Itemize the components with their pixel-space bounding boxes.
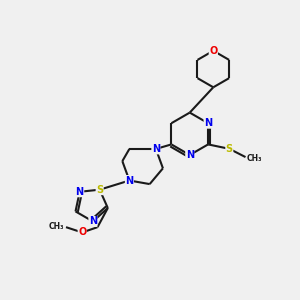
Text: O: O: [78, 227, 86, 238]
Text: CH₃: CH₃: [246, 154, 262, 163]
Text: N: N: [186, 150, 194, 160]
Text: N: N: [152, 144, 160, 154]
Text: O: O: [209, 46, 218, 56]
Text: S: S: [96, 185, 103, 195]
Text: N: N: [125, 176, 134, 185]
Text: S: S: [226, 144, 233, 154]
Text: N: N: [76, 187, 84, 197]
Text: N: N: [204, 118, 212, 128]
Text: N: N: [89, 217, 97, 226]
Text: CH₃: CH₃: [49, 222, 64, 231]
